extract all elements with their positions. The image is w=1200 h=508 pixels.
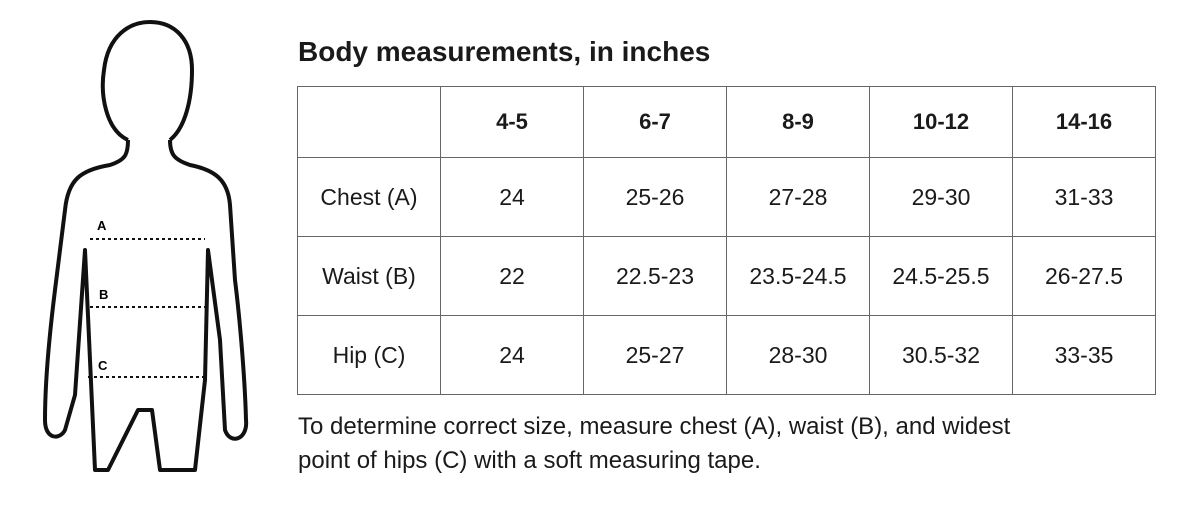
cell: 26-27.5 xyxy=(1012,236,1156,316)
cell: 24 xyxy=(440,315,584,395)
corner-cell xyxy=(297,86,441,158)
row-label: Waist (B) xyxy=(297,236,441,316)
table-body: Chest (A) 24 25-26 27-28 29-30 31-33 Waist (B)… xyxy=(297,157,1156,395)
row-label: Hip (C) xyxy=(297,315,441,395)
cell: 33-35 xyxy=(1012,315,1156,395)
child-figure: A B C xyxy=(43,20,249,472)
column-header: 14-16 xyxy=(1012,86,1156,158)
note: To determine correct size, measure chest… xyxy=(298,413,1011,474)
measure-label: A xyxy=(97,218,107,233)
header-row: 4-5 6-7 8-9 10-12 14-16 xyxy=(297,86,1156,158)
cell: 27-28 xyxy=(726,157,870,237)
column-header: 10-12 xyxy=(869,86,1013,158)
cell: 29-30 xyxy=(869,157,1013,237)
title: Body measurements, in inches xyxy=(298,36,711,67)
cell: 23.5-24.5 xyxy=(726,236,870,316)
row-label: Chest (A) xyxy=(297,157,441,237)
cell: 24.5-25.5 xyxy=(869,236,1013,316)
cell: 24 xyxy=(440,157,584,237)
table-row: Hip (C) 24 25-27 28-30 30.5-32 33-35 xyxy=(297,315,1156,395)
column-header: 8-9 xyxy=(726,86,870,158)
table-row: Waist (B) 22 22.5-23 23.5-24.5 24.5-25.5 26-2… xyxy=(297,236,1156,316)
cell: 22 xyxy=(440,236,584,316)
measure-label: C xyxy=(98,358,108,373)
column-header: 6-7 xyxy=(583,86,727,158)
measure-label: B xyxy=(99,287,108,302)
cell: 25-26 xyxy=(583,157,727,237)
table-row: Chest (A) 24 25-26 27-28 29-30 31-33 xyxy=(297,157,1156,237)
cell: 31-33 xyxy=(1012,157,1156,237)
cell: 25-27 xyxy=(583,315,727,395)
cell: 30.5-32 xyxy=(869,315,1013,395)
head-outline xyxy=(100,20,194,142)
cell: 22.5-23 xyxy=(583,236,727,316)
cell: 28-30 xyxy=(726,315,870,395)
size-table: 4-5 6-7 8-9 10-12 14-16 Chest (A) 24 25-26 27-2… xyxy=(297,86,1156,395)
body-outline xyxy=(43,139,249,472)
column-header: 4-5 xyxy=(440,86,584,158)
